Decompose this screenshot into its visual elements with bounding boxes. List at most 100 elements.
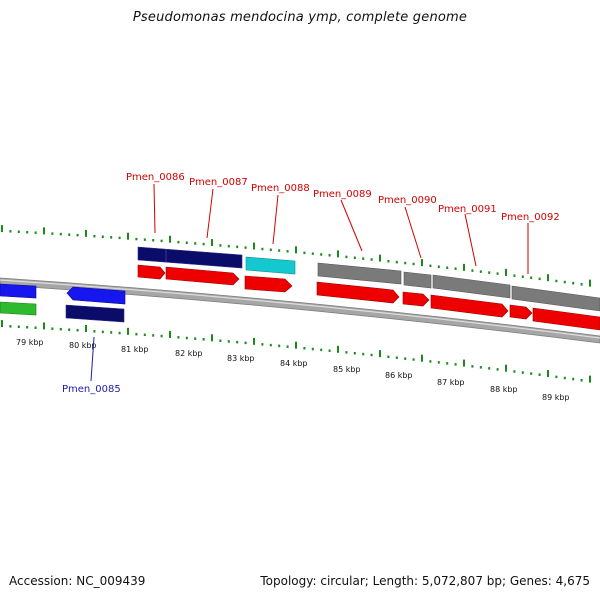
minor-tick [227,340,230,343]
cds-arrow [165,266,240,286]
minor-tick [219,244,222,247]
major-tick [1,225,3,233]
minor-tick [353,352,356,355]
gene-feature-pmen-0086 [137,246,243,269]
gene-label-pmen-0088: Pmen_0088 [251,183,310,194]
minor-tick [101,235,104,239]
minor-tick [471,365,474,368]
minor-tick [93,330,96,333]
minor-tick [143,333,146,337]
minor-tick [68,233,71,236]
minor-tick [345,351,348,354]
minor-tick [328,254,331,257]
minor-tick [311,347,314,351]
kbp-label: 89 kbp [542,393,570,402]
minor-tick [320,253,323,256]
major-tick [253,337,255,345]
minor-tick [437,265,440,269]
leader-line [153,183,156,234]
major-tick [211,334,213,342]
minor-tick [446,362,449,365]
minor-tick [488,271,491,274]
minor-tick [479,270,482,273]
minor-tick [286,345,289,348]
kbp-scale: 79 kbp 80 kbp 81 kbp 82 kbp 83 kbp 84 kb… [16,338,570,402]
minor-tick [404,261,407,265]
gene-feature-pmen-0089 [317,262,402,285]
minor-tick [227,244,230,248]
reverse-features [0,283,126,323]
cds-arrow [244,275,293,293]
major-tick [379,254,381,262]
figure-title: Pseudomonas mendocina ymp, complete geno… [132,10,468,25]
minor-tick [471,269,474,272]
kbp-label: 86 kbp [385,371,413,380]
minor-tick [555,279,558,283]
major-tick [211,239,213,247]
minor-tick [429,360,432,363]
cds-arrow [402,291,430,307]
minor-tick [110,331,113,334]
minor-tick [404,357,407,360]
minor-tick [395,260,398,264]
gene-label-pmen-0089: Pmen_0089 [313,189,372,200]
minor-tick [269,343,272,347]
minor-tick [496,368,499,371]
minor-tick [446,266,449,269]
major-tick [505,364,507,372]
minor-tick [194,337,197,340]
minor-tick [395,356,398,359]
major-tick [379,350,381,358]
gene-label-pmen-0085: Pmen_0085 [62,384,121,395]
minor-tick [51,232,54,235]
major-tick [337,345,339,353]
kbp-label: 84 kbp [280,359,308,368]
minor-tick [34,231,37,234]
minor-tick [152,239,155,242]
minor-tick [269,248,272,252]
minor-tick [118,236,121,240]
minor-tick [538,373,541,376]
minor-tick [202,242,205,246]
minor-tick [429,264,432,268]
minor-tick [194,242,197,245]
minor-tick [555,375,558,379]
minor-tick [177,336,180,339]
kbp-label: 82 kbp [175,349,203,358]
minor-tick [303,347,306,350]
minor-tick [580,378,583,382]
minor-tick [59,327,62,331]
minor-tick [135,237,138,241]
minor-tick [479,366,482,369]
kbp-label: 88 kbp [490,385,518,394]
major-tick [589,279,591,287]
major-tick [1,320,3,328]
minor-tick [538,277,541,281]
minor-tick [521,275,524,278]
minor-tick [26,230,29,234]
major-tick [127,232,129,240]
gene-label-pmen-0092: Pmen_0092 [501,212,560,223]
gene-feature-pmen-0090 [403,271,432,289]
major-tick [43,322,45,330]
minor-tick [563,280,566,284]
major-tick [43,227,45,235]
minor-tick [110,236,113,239]
major-tick [589,375,591,383]
major-tick [85,325,87,333]
gene-label-pmen-0087: Pmen_0087 [189,177,248,188]
gene-feature-pmen-0085 [66,286,126,305]
gene-labels: Pmen_0085 Pmen_0086 Pmen_0087 Pmen_0088 … [62,172,560,395]
minor-tick [362,352,365,356]
minor-tick [93,234,96,238]
leader-line [272,194,279,245]
minor-tick [160,334,163,338]
accession-text: Accession: NC_009439 [9,574,146,588]
minor-tick [101,330,104,334]
cds-arrow [430,294,509,318]
major-tick [253,242,255,250]
minor-tick [118,331,121,335]
major-tick [295,246,297,254]
minor-tick [437,361,440,364]
kbp-label: 85 kbp [333,365,361,374]
